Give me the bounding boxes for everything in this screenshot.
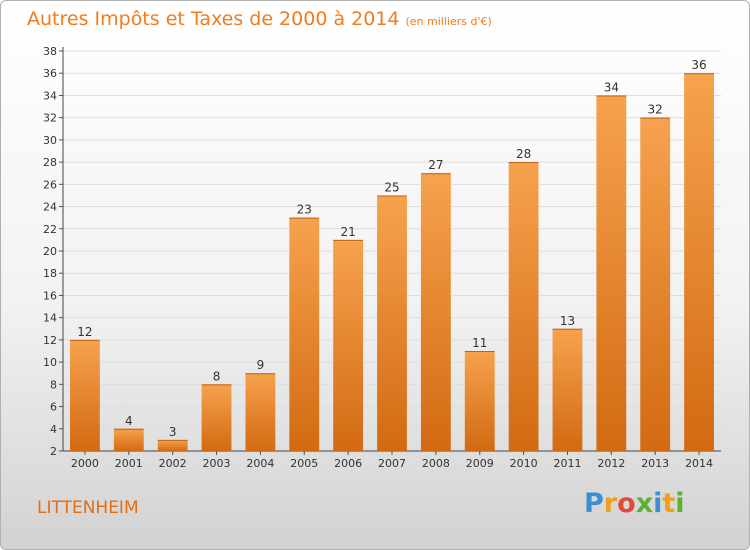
x-tick-label-2013: 2013 bbox=[641, 457, 669, 470]
bar-2004 bbox=[245, 373, 276, 451]
data-label-2011: 13 bbox=[560, 314, 575, 328]
data-labels: 12 4 3 8 9 23 21 25 27 11 28 13 34 32 36 bbox=[77, 58, 706, 439]
data-label-2013: 32 bbox=[648, 103, 663, 117]
y-tick-label: 16 bbox=[43, 289, 57, 302]
y-tick-label: 18 bbox=[43, 267, 57, 280]
y-tick-label: 32 bbox=[43, 112, 57, 125]
x-tick-label-2014: 2014 bbox=[685, 457, 713, 470]
logo-letter: i bbox=[653, 488, 663, 519]
bar-2012 bbox=[596, 95, 627, 451]
y-tick-label: 4 bbox=[50, 423, 57, 436]
y-tick-label: 36 bbox=[43, 67, 57, 80]
bar-2010 bbox=[508, 162, 539, 451]
y-tick-label: 2 bbox=[50, 445, 57, 458]
title-unit: (en milliers d'€) bbox=[405, 15, 492, 28]
y-tick-label: 30 bbox=[43, 134, 57, 147]
data-label-2000: 12 bbox=[77, 325, 92, 339]
x-tick-label-2002: 2002 bbox=[159, 457, 187, 470]
data-label-2014: 36 bbox=[691, 58, 706, 72]
bar-2006 bbox=[333, 239, 364, 451]
logo-letter: r bbox=[603, 488, 618, 519]
logo-letter: t bbox=[662, 488, 676, 519]
city-name: LITTENHEIM bbox=[37, 498, 139, 518]
bar-2007 bbox=[377, 195, 407, 451]
y-tick-label: 6 bbox=[50, 401, 57, 414]
bar-2005 bbox=[289, 217, 320, 451]
bars bbox=[70, 73, 714, 452]
x-tick-label-2008: 2008 bbox=[422, 457, 450, 470]
data-label-2012: 34 bbox=[604, 80, 619, 94]
x-tick-label-2003: 2003 bbox=[203, 457, 231, 470]
bar-2011 bbox=[552, 328, 583, 451]
y-tick-label: 10 bbox=[43, 356, 57, 369]
data-label-2007: 25 bbox=[384, 180, 399, 194]
x-tick-label-2000: 2000 bbox=[71, 457, 99, 470]
x-tick-label-2011: 2011 bbox=[553, 457, 581, 470]
y-tick-label: 12 bbox=[43, 334, 57, 347]
bar-2000 bbox=[70, 339, 100, 451]
x-tick-label-2007: 2007 bbox=[378, 457, 406, 470]
bar-2014 bbox=[684, 73, 714, 451]
logo-letter: i bbox=[675, 488, 685, 519]
bar-2001 bbox=[113, 428, 144, 451]
logo-letter: P bbox=[584, 488, 604, 519]
bar-2013 bbox=[640, 117, 671, 452]
data-label-2008: 27 bbox=[428, 158, 443, 172]
y-tick-label: 26 bbox=[43, 178, 57, 191]
y-tick-label: 8 bbox=[50, 378, 57, 391]
bar-2008 bbox=[420, 173, 451, 451]
y-tick-label: 22 bbox=[43, 223, 57, 236]
data-label-2009: 11 bbox=[472, 336, 487, 350]
y-tick-label: 38 bbox=[43, 45, 57, 58]
data-label-2002: 3 bbox=[169, 425, 177, 439]
x-tick-label-2005: 2005 bbox=[290, 457, 318, 470]
y-tick-label: 34 bbox=[43, 89, 57, 102]
bar-2002 bbox=[157, 439, 188, 451]
y-tick-label: 28 bbox=[43, 156, 57, 169]
data-label-2001: 4 bbox=[125, 414, 133, 428]
x-tick-label-2009: 2009 bbox=[466, 457, 494, 470]
chart-title: Autres Impôts et Taxes de 2000 à 2014 (en… bbox=[27, 8, 492, 30]
y-tick-label: 24 bbox=[43, 201, 57, 214]
x-tick-label-2006: 2006 bbox=[334, 457, 362, 470]
y-tick-label: 14 bbox=[43, 312, 57, 325]
x-tick-label-2010: 2010 bbox=[510, 457, 538, 470]
logo-letter: x bbox=[635, 488, 654, 519]
x-tick-label-2012: 2012 bbox=[597, 457, 625, 470]
data-label-2006: 21 bbox=[340, 225, 355, 239]
proxiti-logo[interactable]: Proxiti bbox=[584, 488, 685, 519]
data-label-2003: 8 bbox=[213, 369, 221, 383]
bar-2003 bbox=[201, 384, 232, 451]
x-tick-label-2004: 2004 bbox=[246, 457, 274, 470]
bar-2009 bbox=[464, 351, 495, 451]
data-label-2004: 9 bbox=[257, 358, 265, 372]
logo-letter: o bbox=[617, 488, 636, 519]
title-text: Autres Impôts et Taxes de 2000 à 2014 bbox=[27, 8, 400, 30]
x-tick-label-2001: 2001 bbox=[115, 457, 143, 470]
data-label-2010: 28 bbox=[516, 147, 531, 161]
data-label-2005: 23 bbox=[297, 203, 312, 217]
y-tick-label: 20 bbox=[43, 245, 57, 258]
